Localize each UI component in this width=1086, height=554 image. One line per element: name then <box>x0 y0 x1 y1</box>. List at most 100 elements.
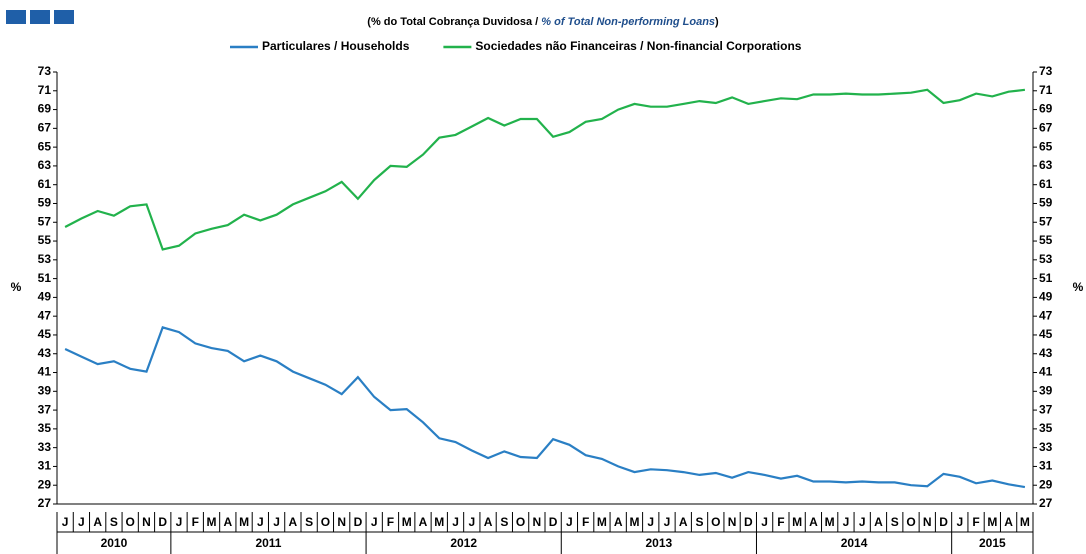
y2-tick-label: 61 <box>1039 177 1053 191</box>
y-tick-label: 51 <box>38 271 52 285</box>
year-label: 2011 <box>255 536 281 550</box>
y2-axis-label: % <box>1073 280 1084 294</box>
y-tick-label: 57 <box>38 214 52 228</box>
x-tick-label: D <box>744 515 753 529</box>
x-tick-label: S <box>500 515 508 529</box>
x-tick-label: M <box>239 515 249 529</box>
x-tick-label: J <box>647 515 654 529</box>
x-tick-label: M <box>597 515 607 529</box>
y2-tick-label: 37 <box>1039 402 1053 416</box>
x-tick-label: S <box>696 515 704 529</box>
year-label: 2012 <box>450 536 477 550</box>
series-line <box>64 326 1026 489</box>
x-tick-label: J <box>371 515 378 529</box>
y2-tick-label: 27 <box>1039 496 1053 510</box>
y-tick-label: 71 <box>38 83 52 97</box>
x-tick-label: D <box>354 515 363 529</box>
y2-tick-label: 63 <box>1039 158 1053 172</box>
y2-tick-label: 69 <box>1039 102 1053 116</box>
y-tick-label: 35 <box>38 421 52 435</box>
x-tick-label: F <box>192 515 199 529</box>
x-tick-label: M <box>1020 515 1030 529</box>
x-tick-label: D <box>549 515 558 529</box>
x-tick-label: A <box>223 515 232 529</box>
x-tick-label: J <box>78 515 85 529</box>
x-tick-label: F <box>777 515 784 529</box>
x-tick-label: A <box>679 515 688 529</box>
logo-block <box>54 10 74 24</box>
logo-block <box>6 10 26 24</box>
y2-tick-label: 55 <box>1039 233 1053 247</box>
x-tick-label: A <box>614 515 623 529</box>
x-tick-label: O <box>321 515 330 529</box>
y2-tick-label: 41 <box>1039 365 1053 379</box>
y-tick-label: 33 <box>38 440 52 454</box>
x-tick-label: F <box>387 515 394 529</box>
y-tick-label: 67 <box>38 121 52 135</box>
y2-tick-label: 31 <box>1039 459 1053 473</box>
x-tick-label: J <box>468 515 475 529</box>
year-label: 2015 <box>979 536 1006 550</box>
x-tick-label: O <box>126 515 135 529</box>
x-tick-label: D <box>939 515 948 529</box>
legend-label: Sociedades não Financeiras / Non-financi… <box>475 39 801 53</box>
x-tick-label: J <box>62 515 69 529</box>
x-tick-label: J <box>843 515 850 529</box>
legend-label: Particulares / Households <box>262 39 410 53</box>
x-tick-label: S <box>305 515 313 529</box>
x-tick-label: N <box>337 515 346 529</box>
y-tick-label: 31 <box>38 459 52 473</box>
y-tick-label: 53 <box>38 252 52 266</box>
y2-tick-label: 57 <box>1039 214 1053 228</box>
y-tick-label: 61 <box>38 177 52 191</box>
x-tick-label: O <box>516 515 525 529</box>
x-tick-label: A <box>93 515 102 529</box>
x-tick-label: F <box>582 515 589 529</box>
x-tick-label: S <box>891 515 899 529</box>
y-tick-label: 47 <box>38 308 52 322</box>
y2-tick-label: 67 <box>1039 121 1053 135</box>
year-label: 2010 <box>101 536 128 550</box>
x-tick-label: J <box>859 515 866 529</box>
series-line <box>64 88 1026 251</box>
x-tick-label: N <box>533 515 542 529</box>
y2-tick-label: 33 <box>1039 440 1053 454</box>
subtitle: (% do Total Cobrança Duvidosa / % of Tot… <box>367 16 719 28</box>
x-tick-label: A <box>289 515 298 529</box>
y-tick-label: 27 <box>38 496 52 510</box>
x-tick-label: N <box>923 515 932 529</box>
y-tick-label: 39 <box>38 383 52 397</box>
x-tick-label: O <box>711 515 720 529</box>
y-tick-label: 43 <box>38 346 52 360</box>
x-tick-label: D <box>158 515 167 529</box>
y2-tick-label: 49 <box>1039 290 1053 304</box>
x-tick-label: M <box>629 515 639 529</box>
y2-tick-label: 73 <box>1039 64 1053 78</box>
x-tick-label: J <box>664 515 671 529</box>
x-tick-label: M <box>402 515 412 529</box>
x-tick-label: A <box>484 515 493 529</box>
x-tick-label: N <box>142 515 151 529</box>
y-tick-label: 41 <box>38 365 52 379</box>
y-tick-label: 59 <box>38 196 52 210</box>
y-axis-label: % <box>11 280 22 294</box>
y-tick-label: 73 <box>38 64 52 78</box>
year-label: 2014 <box>841 536 868 550</box>
x-tick-label: J <box>176 515 183 529</box>
x-tick-label: A <box>809 515 818 529</box>
x-tick-label: J <box>273 515 280 529</box>
y-tick-label: 29 <box>38 477 52 491</box>
x-tick-label: M <box>207 515 217 529</box>
y-tick-label: 55 <box>38 233 52 247</box>
x-tick-label: M <box>825 515 835 529</box>
x-tick-label: J <box>956 515 963 529</box>
y-tick-label: 45 <box>38 327 52 341</box>
y2-tick-label: 47 <box>1039 308 1053 322</box>
x-tick-label: J <box>761 515 768 529</box>
y2-tick-label: 45 <box>1039 327 1053 341</box>
y-tick-label: 49 <box>38 290 52 304</box>
y-tick-label: 37 <box>38 402 52 416</box>
y2-tick-label: 53 <box>1039 252 1053 266</box>
x-tick-label: S <box>110 515 118 529</box>
